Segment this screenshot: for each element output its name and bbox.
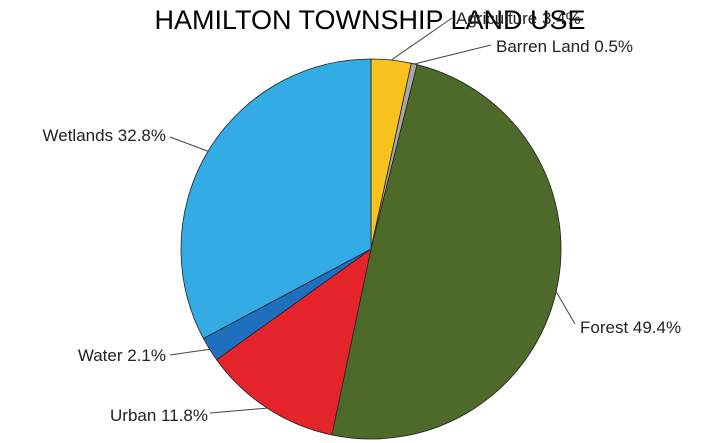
leader-line-forest — [555, 291, 576, 325]
slice-label-wetlands: Wetlands 32.8% — [43, 126, 166, 145]
leader-lines — [169, 17, 576, 414]
leader-line-agriculture — [390, 17, 453, 61]
pie-slice-urban — [216, 248, 372, 436]
slice-label-water: Water 2.1% — [78, 346, 166, 365]
slice-label-urban: Urban 11.8% — [110, 406, 208, 425]
leader-line-barren-land — [414, 44, 492, 65]
chart-title: HAMILTON TOWNSHIP LAND USE — [154, 5, 585, 35]
pie-slice-forest — [331, 64, 562, 440]
leader-line-wetlands — [169, 136, 209, 152]
pie-slice-wetlands — [180, 58, 372, 339]
slice-label-barren-land: Barren Land 0.5% — [496, 37, 633, 56]
slice-label-forest: Forest 49.4% — [580, 318, 681, 337]
slice-labels: Agriculture 3.4% Barren Land 0.5% Forest 4… — [43, 9, 682, 425]
pie-slices — [180, 58, 562, 440]
leader-line-water — [169, 348, 210, 356]
leader-line-urban — [209, 407, 268, 414]
slice-label-agriculture: Agriculture 3.4% — [456, 9, 581, 28]
